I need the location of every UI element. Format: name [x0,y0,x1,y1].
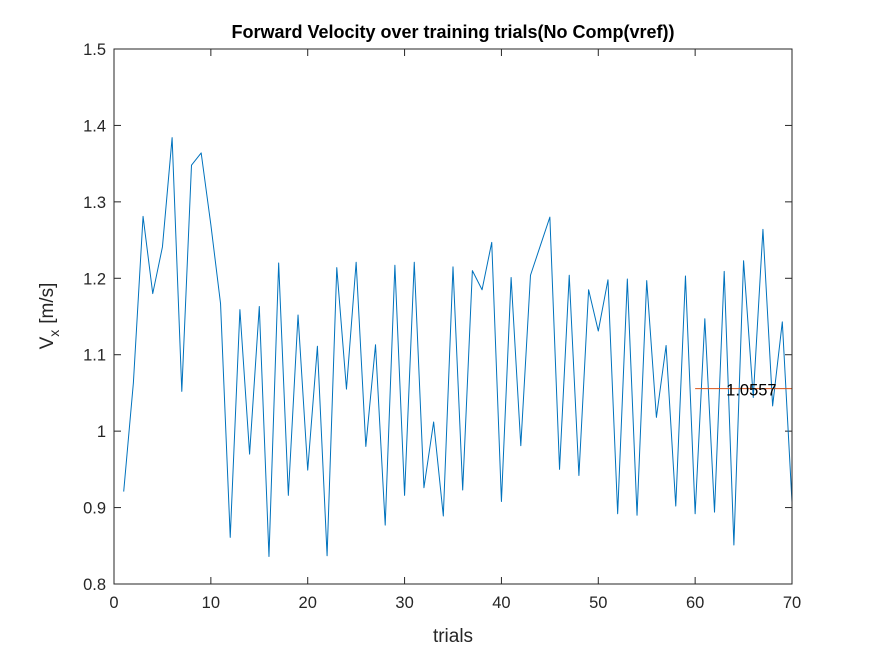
y-tick-label: 1.1 [83,347,106,365]
reference-value-label: 1.0557 [726,382,776,400]
plot-box [113,48,793,585]
series-layer [123,137,793,557]
reference-layer: 1.0557 [695,382,792,400]
y-axis-label: Vx [m/s] [37,283,62,350]
x-tick-label: 60 [686,594,704,612]
x-tick-label: 0 [109,594,118,612]
x-tick-labels: 0 10 20 30 40 50 60 70 [109,594,801,612]
chart-title: Forward Velocity over training trials(No… [231,22,674,42]
y-tick-labels: 0.8 0.9 1 1.1 1.2 1.3 1.4 1.5 [83,41,106,594]
y-axis-label-main: V [37,336,58,349]
y-tick-label: 1.3 [83,194,106,212]
y-tick-label: 1.4 [83,117,106,135]
x-tick-label: 10 [202,594,220,612]
x-axis-label: trials [433,626,473,647]
y-tick-label: 0.8 [83,576,106,594]
x-tick-label: 50 [589,594,607,612]
y-axis-label-unit: [m/s] [37,283,58,324]
series-line [123,137,793,557]
y-tick-label: 1.2 [83,270,106,288]
x-tick-label: 40 [492,594,510,612]
y-axis-label-subscript: x [46,330,62,337]
plot-area [114,49,792,584]
x-tick-label: 30 [395,594,413,612]
x-tick-label: 70 [783,594,801,612]
y-tick-label: 1.5 [83,41,106,59]
x-tick-label: 20 [299,594,317,612]
y-tick-label: 1 [97,423,106,441]
y-tick-label: 0.9 [83,500,106,518]
